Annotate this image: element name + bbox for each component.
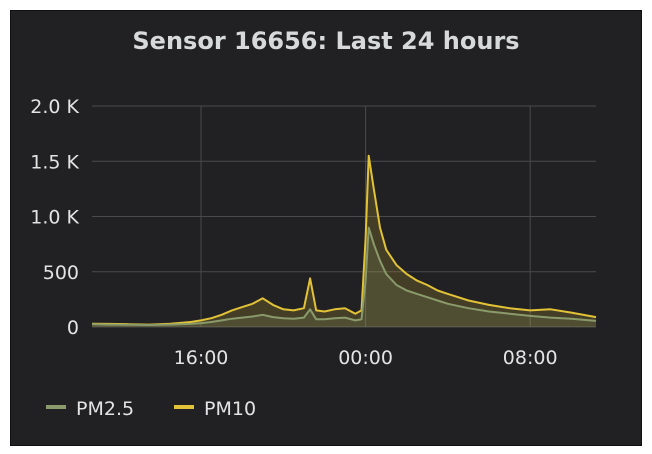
y-tick-label: 2.0 K — [30, 96, 79, 118]
x-tick-label: 16:00 — [174, 347, 229, 369]
chart-title: Sensor 16656: Last 24 hours — [132, 27, 519, 55]
x-tick-label: 00:00 — [338, 347, 393, 369]
chart-grid — [92, 105, 596, 328]
chart-legend: PM2.5 PM10 — [46, 398, 256, 420]
legend-swatch — [174, 405, 194, 409]
y-tick-label: 1.5 K — [30, 151, 79, 173]
y-tick-label: 0 — [67, 317, 79, 339]
series-line-pm25 — [91, 226, 597, 326]
y-tick-label: 1.0 K — [30, 207, 79, 229]
y-tick-label: 500 — [43, 262, 79, 284]
series-area-pm10 — [92, 155, 596, 327]
legend-label[interactable]: PM2.5 — [76, 398, 134, 420]
legend-swatch — [46, 405, 66, 409]
x-tick-label: 08:00 — [503, 347, 558, 369]
chart-panel — [10, 10, 642, 446]
y-axis-ticks: 2.0 K 1.5 K 1.0 K 500 0 — [30, 96, 79, 339]
series-line-pm10 — [91, 154, 597, 326]
chart-series — [91, 154, 597, 327]
legend-label[interactable]: PM10 — [204, 398, 256, 420]
x-axis-ticks: 16:00 00:00 08:00 — [174, 347, 558, 369]
